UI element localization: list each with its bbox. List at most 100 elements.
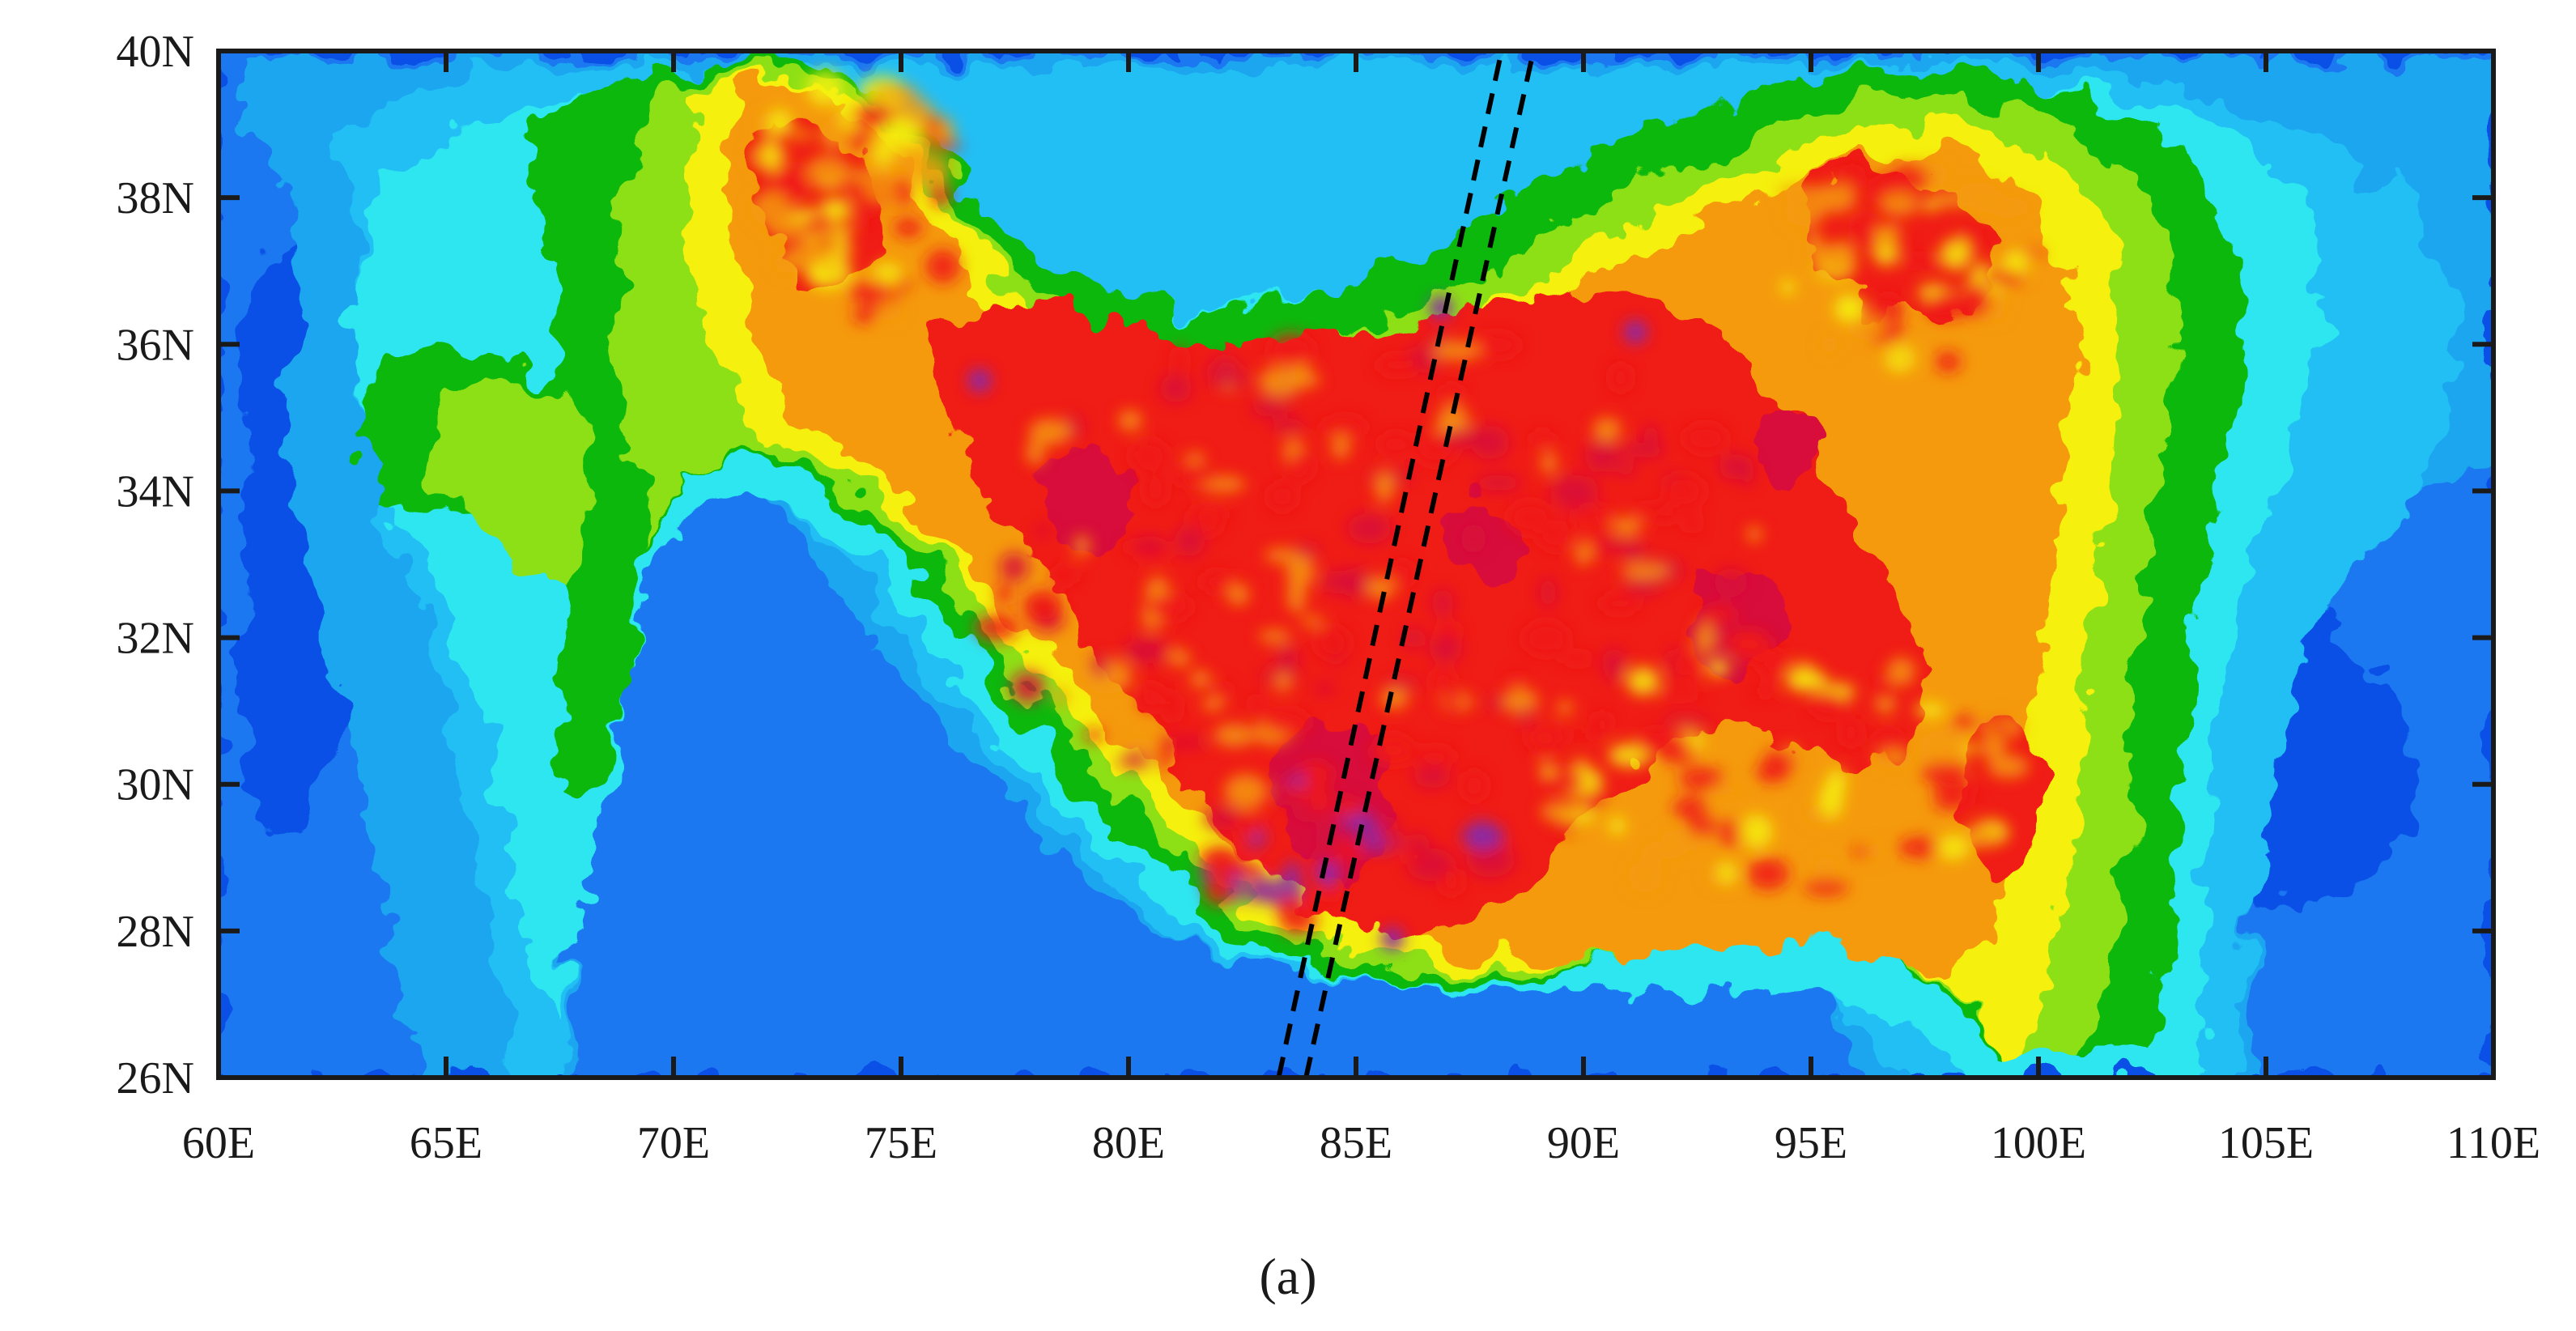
contour-speckle (1719, 453, 1752, 479)
contour-speckle (1847, 314, 1887, 340)
contour-speckle (1214, 724, 1255, 746)
contour-speckle (1628, 859, 1662, 893)
contour-speckle (1375, 470, 1394, 503)
contour-speckle (1414, 746, 1457, 766)
contour-speckle (1838, 302, 1865, 318)
transect-line-east (1303, 51, 1537, 1078)
contour-speckle (1586, 531, 1610, 558)
contour-speckle (1272, 418, 1304, 432)
contour-speckle (1984, 197, 2032, 217)
contour-speckle (863, 185, 899, 201)
contour-speckle (1923, 198, 1937, 213)
contour-speckle (1200, 845, 1242, 878)
contour-speckle (1263, 709, 1311, 735)
contour-speckle (1609, 816, 1626, 836)
contour-speckle (1679, 767, 1724, 791)
contour-speckle (1258, 630, 1291, 643)
contour-speckle (1460, 524, 1486, 554)
contour-speckle (1739, 814, 1773, 848)
contour-speckle (1694, 622, 1715, 656)
contour-speckle (1959, 182, 1996, 194)
contour-speckle (1227, 583, 1249, 606)
contour-speckle (1853, 213, 1877, 248)
contour-speckle (1329, 416, 1367, 438)
contour-speckle (895, 177, 912, 206)
contour-speckle (840, 100, 858, 131)
contour-speckle (1599, 593, 1640, 614)
y-tick-label: 26N (117, 1053, 194, 1103)
contour-speckle (1617, 461, 1635, 477)
contour-speckle (1684, 511, 1700, 534)
contour-speckle (1873, 295, 1904, 325)
contour-speckle (1294, 544, 1320, 559)
contour-speckle (1035, 525, 1052, 537)
contour-speckle (871, 84, 919, 100)
contour-speckle (1026, 440, 1045, 466)
contour-speckle (1275, 644, 1299, 675)
contour-speckle (1915, 703, 1946, 717)
contour-speckle (1804, 878, 1847, 895)
contour-speckle (1250, 694, 1265, 714)
contour-speckle (787, 129, 815, 140)
contour-speckle (1283, 861, 1301, 889)
contour-speckle (1519, 705, 1533, 727)
contour-speckle (1475, 474, 1521, 491)
contour-speckle (1207, 357, 1241, 388)
contour-speckle (1785, 199, 1825, 227)
contour-speckle (878, 298, 902, 321)
contour-speckle (1949, 715, 1979, 729)
contour-speckle (1898, 837, 1945, 858)
contour-speckle (1050, 566, 1078, 585)
contour-speckle (1678, 726, 1693, 738)
contour-speckle (1714, 568, 1749, 597)
contour-speckle (1138, 683, 1163, 712)
contour-speckle (1550, 474, 1599, 509)
contour-speckle-detail (748, 70, 2045, 950)
contour-speckle (1611, 517, 1642, 536)
contour-speckle (1672, 649, 1700, 682)
contour-speckle (1874, 242, 1898, 266)
contour-speckle (1184, 508, 1231, 522)
y-tick-label: 28N (117, 907, 194, 957)
contour-speckle (1252, 400, 1289, 417)
transect-dashed-lines (1276, 51, 1537, 1078)
contour-speckle (1376, 355, 1418, 376)
contour-speckle (785, 243, 834, 267)
contour-speckle (1919, 730, 1966, 763)
contour-speckle (763, 138, 779, 173)
contour-speckle (1661, 829, 1682, 844)
contour-speckle (1878, 674, 1893, 708)
contour-speckle (1333, 799, 1364, 818)
contour-speckle (1268, 334, 1315, 368)
contour-speckle (1509, 672, 1524, 689)
contour-speckle (820, 122, 846, 150)
contour-speckle (1673, 796, 1707, 820)
contour-peak (1624, 321, 1647, 343)
contour-speckle (1083, 729, 1104, 742)
contour-speckle (1432, 589, 1454, 618)
contour-speckle (1575, 541, 1592, 566)
contour-speckle (1301, 615, 1324, 627)
contour-speckle (1144, 473, 1167, 507)
x-tick-label: 60E (182, 1118, 255, 1168)
contour-speckle (1700, 606, 1737, 623)
contour-speckle (790, 165, 806, 181)
contour-speckle (1445, 683, 1463, 716)
contour-speckle (1259, 366, 1303, 397)
contour-speckle (1843, 164, 1861, 189)
contour-speckle (1889, 164, 1930, 193)
contour-speckle (1621, 563, 1669, 579)
contour-speckle (1315, 683, 1335, 694)
contour-speckle (1053, 687, 1068, 706)
contour-speckle (1560, 653, 1596, 665)
x-tick-label: 85E (1320, 1118, 1392, 1168)
contour-speckle (1200, 571, 1234, 593)
contour-speckle (1286, 555, 1315, 588)
contour-speckle (833, 215, 874, 226)
contour-speckle (1146, 593, 1192, 620)
contour-speckle (1580, 725, 1606, 737)
contour-speckle (1287, 449, 1314, 483)
contour-speckle (1321, 570, 1356, 593)
contour-speckle (1315, 626, 1350, 659)
